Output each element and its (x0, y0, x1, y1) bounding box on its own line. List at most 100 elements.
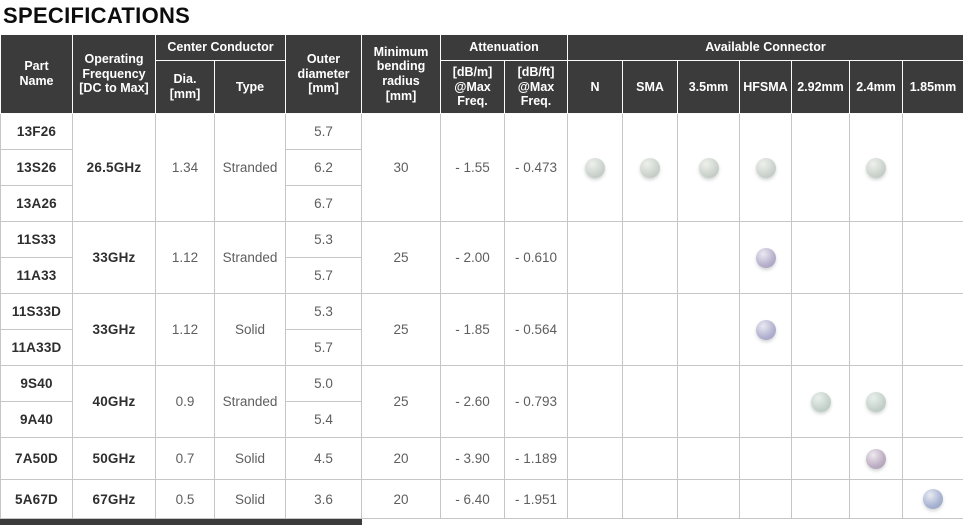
connector-dot-1-85mm (923, 489, 943, 509)
connector-dot-1-85mm (923, 392, 943, 412)
outer-diameter-cell: 5.7 (285, 257, 362, 294)
connector-cell-2-4mm (849, 293, 903, 366)
outer-diameter-cell: 4.5 (285, 437, 362, 480)
outer-diameter-cell: 5.0 (285, 365, 362, 402)
connector-dot-2-4mm (866, 320, 886, 340)
attenuation-dbm-cell: - 1.85 (440, 293, 505, 366)
connector-dot-sma (640, 320, 660, 340)
header-db-m: [dB/m] @Max Freq. (440, 60, 505, 114)
connector-dot-hfsma (756, 392, 776, 412)
connector-dot-3-5mm (698, 157, 719, 178)
table-row: 9A40 5.4 (0, 401, 963, 438)
conductor-type-cell: Stranded (214, 113, 286, 222)
header-connector-2-4mm: 2.4mm (849, 60, 903, 114)
connector-cell-2-4mm (849, 113, 903, 222)
connector-cell-3-5mm (677, 365, 740, 438)
connector-dot-1-85mm (923, 449, 943, 469)
connector-cell-n (567, 365, 623, 438)
connector-dot-1-85mm (923, 248, 943, 268)
table-row: 9S40 40GHz 0.9 Stranded 5.0 25 - 2.60 - … (0, 365, 963, 438)
next-section-header-partial (0, 519, 362, 525)
outer-diameter-cell: 6.2 (285, 149, 362, 186)
header-type: Type (214, 60, 286, 114)
min-bending-cell: 20 (361, 479, 441, 519)
frequency-cell: 26.5GHz (72, 113, 156, 222)
connector-cell-n (567, 437, 623, 480)
connector-cell-1-85mm (902, 221, 963, 294)
connector-dot-3-5mm (699, 449, 719, 469)
connector-dot-sma (640, 392, 660, 412)
connector-dot-hfsma (755, 319, 776, 340)
min-bending-cell: 25 (361, 221, 441, 294)
part-name-cell: 11A33 (0, 257, 73, 294)
connector-cell-2-92mm (791, 437, 850, 480)
frequency-cell: 50GHz (72, 437, 156, 480)
header-connector-3-5mm: 3.5mm (677, 60, 740, 114)
connector-dot-n (585, 157, 605, 178)
connector-dot-sma (640, 157, 660, 178)
connector-dot-n (585, 320, 605, 340)
connector-dot-1-85mm (923, 320, 943, 340)
connector-cell-1-85mm (902, 113, 963, 222)
connector-dot-2-92mm (811, 158, 831, 178)
connector-dot-n (585, 449, 605, 469)
attenuation-dbft-cell: - 0.473 (504, 113, 568, 222)
part-name-cell: 7A50D (0, 437, 73, 480)
header-connector-n: N (567, 60, 623, 114)
table-row: 13F26 26.5GHz 1.34 Stranded 5.7 30 - 1.5… (0, 113, 963, 222)
attenuation-dbm-cell: - 2.00 (440, 221, 505, 294)
header-connector-sma: SMA (622, 60, 678, 114)
connector-cell-hfsma (739, 113, 792, 222)
connector-dot-2-92mm (811, 320, 831, 340)
connector-dot-2-92mm (811, 489, 831, 509)
frequency-cell: 33GHz (72, 221, 156, 294)
min-bending-cell: 30 (361, 113, 441, 222)
connector-cell-hfsma (739, 293, 792, 366)
connector-cell-2-92mm (791, 293, 850, 366)
header-connector-1-85mm: 1.85mm (902, 60, 963, 114)
min-bending-cell: 20 (361, 437, 441, 480)
connector-cell-sma (622, 437, 678, 480)
connector-cell-hfsma (739, 437, 792, 480)
connector-dot-3-5mm (699, 248, 719, 268)
outer-diameter-cell: 5.7 (285, 113, 362, 150)
outer-diameter-cell: 6.7 (285, 185, 362, 222)
frequency-cell: 40GHz (72, 365, 156, 438)
connector-dot-hfsma (756, 449, 776, 469)
table-row: 7A50D 50GHz 0.7 Solid 4.5 20 - 3.90 - 1.… (0, 437, 963, 480)
connector-cell-sma (622, 293, 678, 366)
connector-dot-2-92mm (810, 391, 831, 412)
attenuation-dbm-cell: - 6.40 (440, 479, 505, 519)
conductor-type-cell: Stranded (214, 365, 286, 438)
header-connector-hfsma: HFSMA (739, 60, 792, 114)
connector-dot-2-4mm (866, 157, 886, 178)
connector-dot-2-92mm (811, 449, 831, 469)
outer-diameter-cell: 5.3 (285, 221, 362, 258)
outer-diameter-cell: 3.6 (285, 479, 362, 519)
header-dia: Dia. [mm] (155, 60, 215, 114)
conductor-dia-cell: 0.5 (155, 479, 215, 519)
connector-dot-hfsma (756, 489, 776, 509)
connector-cell-2-4mm (849, 221, 903, 294)
connector-dot-2-4mm (866, 489, 886, 509)
connector-dot-2-4mm (866, 391, 886, 412)
connector-cell-2-4mm (849, 479, 903, 519)
part-name-cell: 9S40 (0, 365, 73, 402)
attenuation-dbm-cell: - 1.55 (440, 113, 505, 222)
table-row: 11A33D 5.7 (0, 329, 963, 366)
connector-cell-3-5mm (677, 479, 740, 519)
table-row: 11S33D 33GHz 1.12 Solid 5.3 25 - 1.85 - … (0, 293, 963, 366)
connector-dot-1-85mm (923, 158, 943, 178)
connector-cell-2-92mm (791, 221, 850, 294)
attenuation-dbft-cell: - 0.793 (504, 365, 568, 438)
part-name-cell: 13S26 (0, 149, 73, 186)
connector-cell-1-85mm (902, 437, 963, 480)
connector-dot-n (585, 392, 605, 412)
conductor-type-cell: Solid (214, 293, 286, 366)
header-attenuation: Attenuation (440, 34, 568, 61)
header-connector-2-92mm: 2.92mm (791, 60, 850, 114)
header-available-connector: Available Connector (567, 34, 963, 61)
connector-cell-2-4mm (849, 437, 903, 480)
part-name-cell: 11A33D (0, 329, 73, 366)
